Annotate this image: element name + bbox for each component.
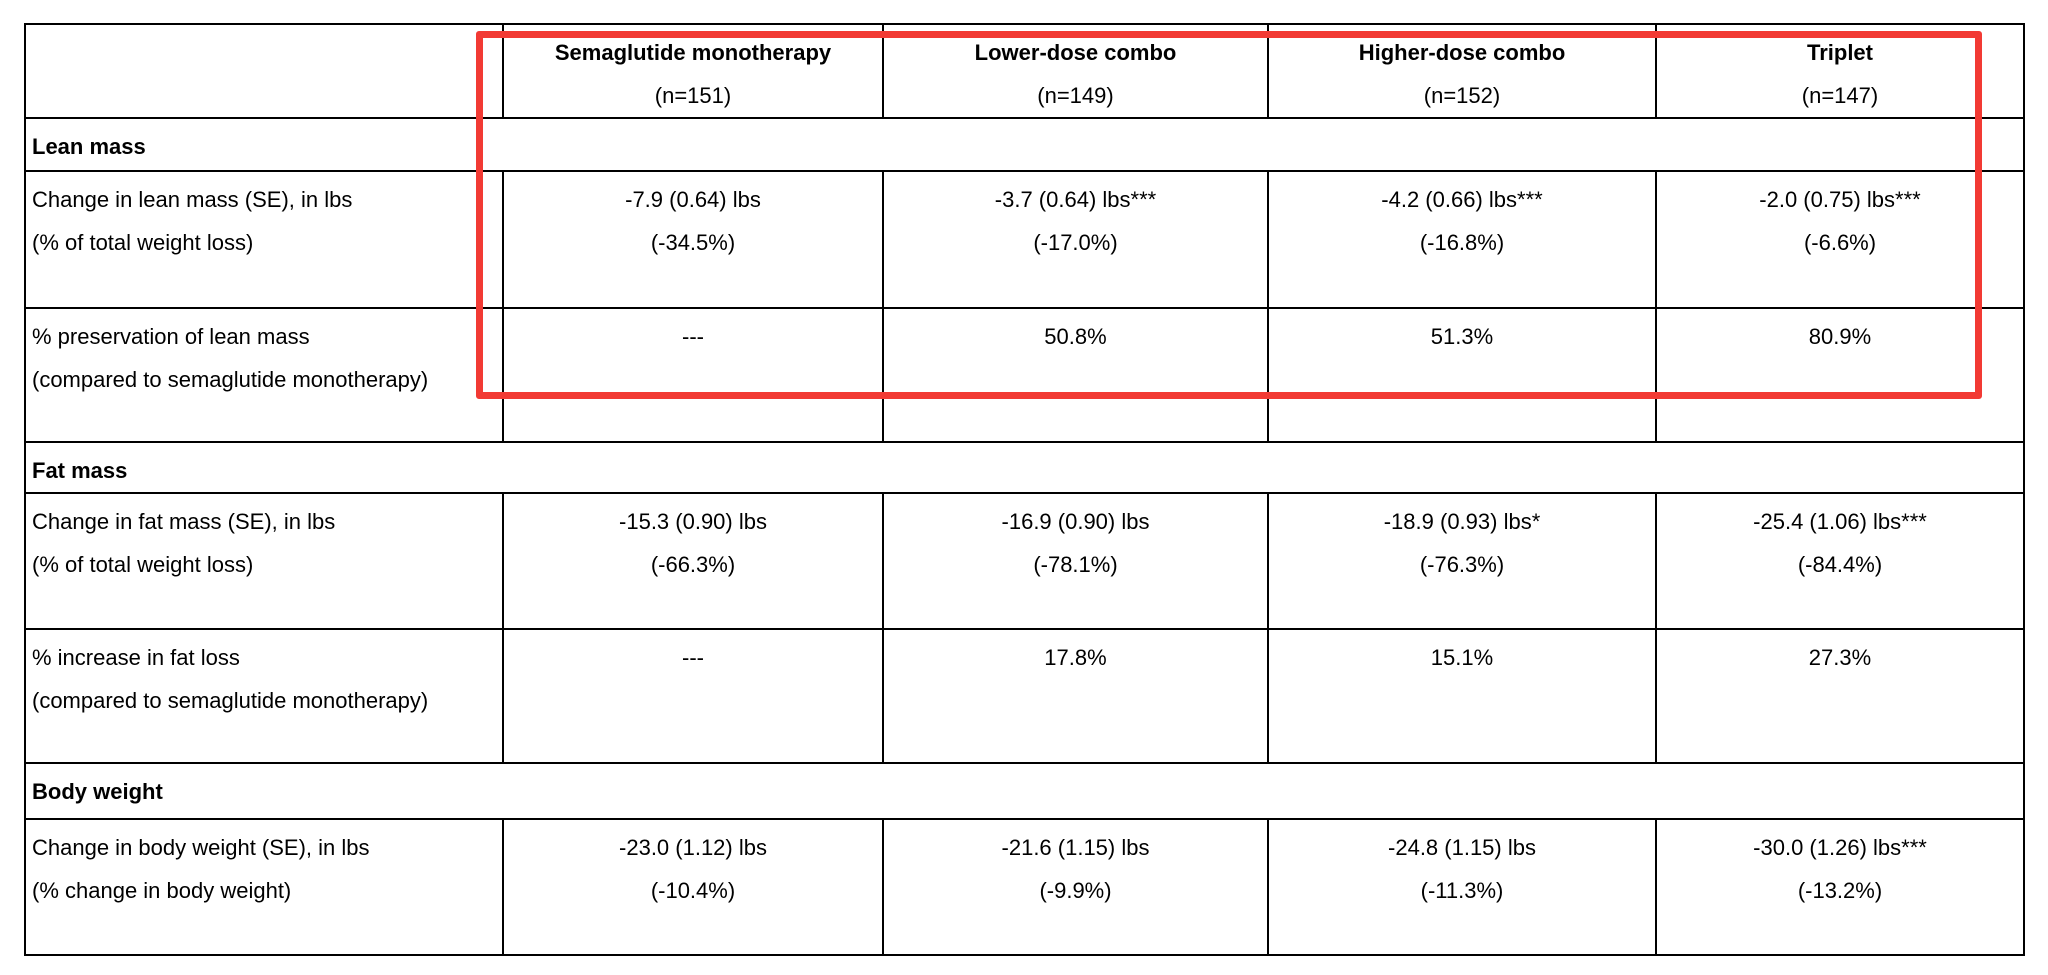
- percent-line: (-9.9%): [1039, 878, 1112, 903]
- value-line: -25.4 (1.06) lbs***: [1753, 509, 1927, 534]
- value-line: ---: [682, 324, 704, 349]
- cell-value: -3.7 (0.64) lbs*** (-17.0%): [882, 170, 1269, 309]
- section-row-lean-mass: Lean mass: [24, 117, 2025, 172]
- cell-value: -7.9 (0.64) lbs (-34.5%): [502, 170, 884, 309]
- row-label: Change in lean mass (SE), in lbs (% of t…: [24, 170, 504, 309]
- cell-value: 17.8%: [882, 628, 1269, 764]
- row-label-line1: Change in fat mass (SE), in lbs: [32, 509, 336, 534]
- cell-value: -4.2 (0.66) lbs*** (-16.8%): [1267, 170, 1657, 309]
- section-row-body-weight: Body weight: [24, 762, 2025, 820]
- table-row-change-in-fat-mass: Change in fat mass (SE), in lbs (% of to…: [24, 492, 2025, 630]
- column-title: Triplet: [1806, 40, 1873, 65]
- value-line: -30.0 (1.26) lbs***: [1753, 835, 1927, 860]
- percent-line: (-84.4%): [1797, 552, 1883, 577]
- cell-value: 50.8%: [882, 307, 1269, 443]
- cell-value: -21.6 (1.15) lbs (-9.9%): [882, 818, 1269, 956]
- section-title: Body weight: [24, 762, 2025, 820]
- row-label-line2: (% of total weight loss): [32, 230, 254, 255]
- row-label: Change in body weight (SE), in lbs (% ch…: [24, 818, 504, 956]
- row-label-line2: (% of total weight loss): [32, 552, 254, 577]
- percent-line: (-11.3%): [1420, 878, 1504, 903]
- row-label-line2: (compared to semaglutide monotherapy): [32, 688, 429, 713]
- cell-value: -16.9 (0.90) lbs (-78.1%): [882, 492, 1269, 630]
- cell-value: 27.3%: [1655, 628, 2025, 764]
- row-label: % increase in fat loss (compared to sema…: [24, 628, 504, 764]
- percent-line: (-78.1%): [1033, 552, 1118, 577]
- percent-line: (-13.2%): [1797, 878, 1883, 903]
- value-line: -16.9 (0.90) lbs: [1001, 509, 1150, 534]
- cell-value: -2.0 (0.75) lbs*** (-6.6%): [1655, 170, 2025, 309]
- table-row-preservation-of-lean-mass: % preservation of lean mass (compared to…: [24, 307, 2025, 443]
- cell-value: -18.9 (0.93) lbs* (-76.3%): [1267, 492, 1657, 630]
- value-line: -3.7 (0.64) lbs***: [994, 187, 1157, 212]
- cell-value: -24.8 (1.15) lbs (-11.3%): [1267, 818, 1657, 956]
- section-title: Fat mass: [24, 441, 2025, 494]
- value-line: -21.6 (1.15) lbs: [1001, 835, 1150, 860]
- row-label-line1: % increase in fat loss: [32, 645, 240, 670]
- cell-value: 51.3%: [1267, 307, 1657, 443]
- table-row-change-in-lean-mass: Change in lean mass (SE), in lbs (% of t…: [24, 170, 2025, 309]
- row-label-line2: (compared to semaglutide monotherapy): [32, 367, 429, 392]
- cell-value: -23.0 (1.12) lbs (-10.4%): [502, 818, 884, 956]
- row-label: % preservation of lean mass (compared to…: [24, 307, 504, 443]
- value-line: -24.8 (1.15) lbs: [1388, 835, 1536, 860]
- value-line: -4.2 (0.66) lbs***: [1381, 187, 1543, 212]
- value-line: -2.0 (0.75) lbs***: [1759, 187, 1921, 212]
- value-line: 15.1%: [1430, 645, 1494, 670]
- value-line: ---: [682, 645, 704, 670]
- value-line: -7.9 (0.64) lbs: [625, 187, 761, 212]
- column-header-triplet: Triplet (n=147): [1655, 23, 2025, 119]
- value-line: 17.8%: [1044, 645, 1107, 670]
- percent-line: (-66.3%): [650, 552, 736, 577]
- table-row-change-in-body-weight: Change in body weight (SE), in lbs (% ch…: [24, 818, 2025, 956]
- cell-value: 80.9%: [1655, 307, 2025, 443]
- column-header-lower-dose-combo: Lower-dose combo (n=149): [882, 23, 1269, 119]
- corner-cell: [24, 23, 504, 119]
- percent-line: (-17.0%): [1033, 230, 1118, 255]
- value-line: 51.3%: [1430, 324, 1494, 349]
- column-n-count: (n=149): [1037, 83, 1114, 108]
- value-line: -15.3 (0.90) lbs: [619, 509, 767, 534]
- percent-line: (-34.5%): [650, 230, 736, 255]
- column-header-higher-dose-combo: Higher-dose combo (n=152): [1267, 23, 1657, 119]
- column-n-count: (n=151): [654, 83, 732, 108]
- column-title: Higher-dose combo: [1358, 40, 1566, 65]
- row-label-line1: % preservation of lean mass: [32, 324, 310, 349]
- percent-line: (-76.3%): [1419, 552, 1505, 577]
- value-line: -23.0 (1.12) lbs: [619, 835, 767, 860]
- cell-value: -30.0 (1.26) lbs*** (-13.2%): [1655, 818, 2025, 956]
- section-row-fat-mass: Fat mass: [24, 441, 2025, 494]
- row-label-line1: Change in lean mass (SE), in lbs: [32, 187, 353, 212]
- cell-value: ---: [502, 307, 884, 443]
- percent-line: (-6.6%): [1803, 230, 1877, 255]
- column-title: Semaglutide monotherapy: [554, 40, 832, 65]
- column-header-semaglutide-monotherapy: Semaglutide monotherapy (n=151): [502, 23, 884, 119]
- cell-value: 15.1%: [1267, 628, 1657, 764]
- results-table: Semaglutide monotherapy (n=151) Lower-do…: [24, 23, 2025, 956]
- percent-line: (-10.4%): [650, 878, 736, 903]
- header-row: Semaglutide monotherapy (n=151) Lower-do…: [24, 23, 2025, 119]
- cell-value: ---: [502, 628, 884, 764]
- column-n-count: (n=147): [1801, 83, 1879, 108]
- cell-value: -25.4 (1.06) lbs*** (-84.4%): [1655, 492, 2025, 630]
- row-label-line2: (% change in body weight): [32, 878, 292, 903]
- row-label: Change in fat mass (SE), in lbs (% of to…: [24, 492, 504, 630]
- value-line: 27.3%: [1808, 645, 1872, 670]
- column-n-count: (n=152): [1423, 83, 1501, 108]
- section-title: Lean mass: [24, 117, 2025, 172]
- percent-line: (-16.8%): [1419, 230, 1505, 255]
- table-row-increase-in-fat-loss: % increase in fat loss (compared to sema…: [24, 628, 2025, 764]
- column-title: Lower-dose combo: [974, 40, 1177, 65]
- value-line: 80.9%: [1808, 324, 1872, 349]
- cell-value: -15.3 (0.90) lbs (-66.3%): [502, 492, 884, 630]
- row-label-line1: Change in body weight (SE), in lbs: [32, 835, 370, 860]
- value-line: 50.8%: [1044, 324, 1107, 349]
- value-line: -18.9 (0.93) lbs*: [1383, 509, 1541, 534]
